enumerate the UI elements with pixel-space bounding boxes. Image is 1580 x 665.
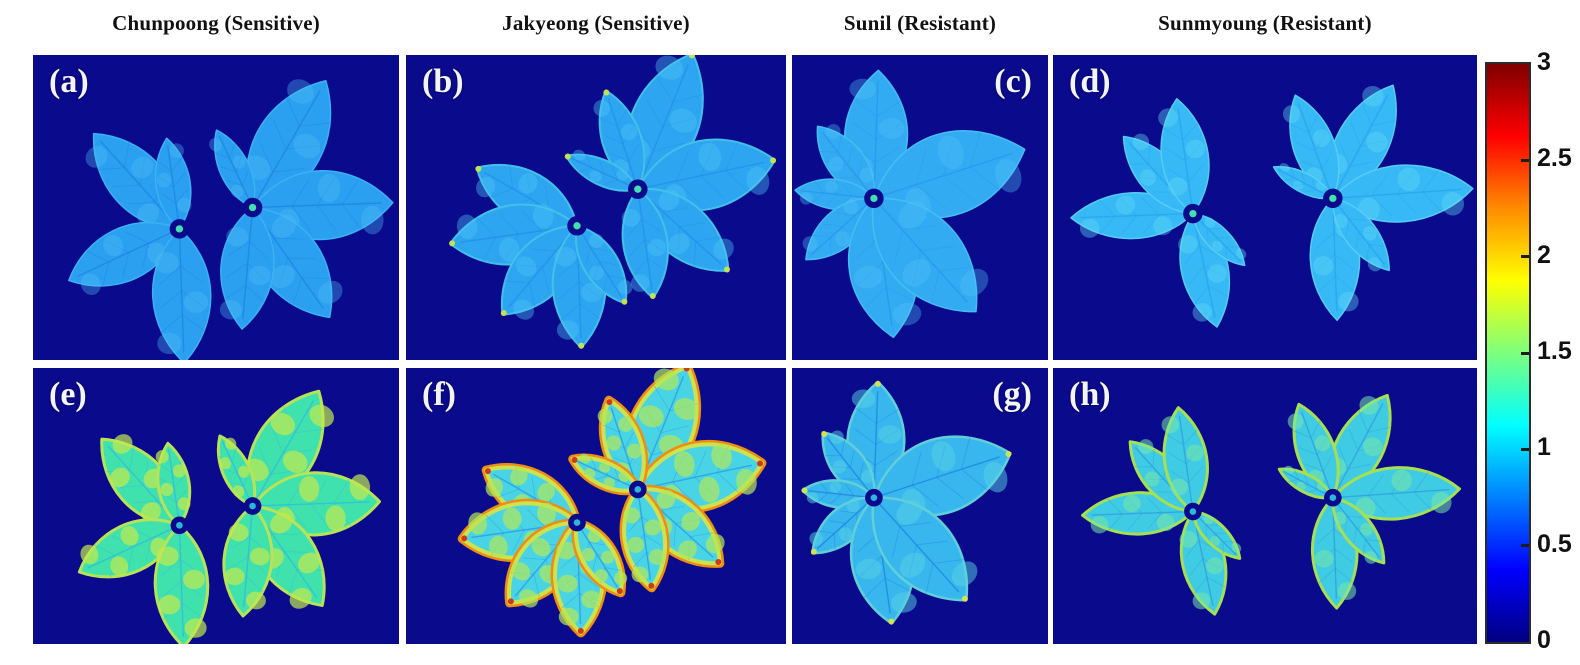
leaflet [571,518,628,598]
leaf-heatmap-c [794,69,1026,339]
panel-c: (c) [792,55,1048,360]
leaflet [243,79,332,209]
colorbar-tick [1521,351,1529,355]
leaf-heatmap-g [801,380,1012,625]
plant-cluster [457,462,628,638]
panel-label-a: (a) [49,63,89,100]
leaflet [1191,510,1242,560]
panel-f: (f) [406,368,786,644]
leaflet [1331,466,1461,521]
plant-cluster [1277,393,1461,610]
panel-label-h: (h) [1069,376,1111,413]
plant-cluster [449,163,633,349]
leaf-heatmap-h [1081,393,1461,616]
plant-cluster [77,434,210,644]
leaflet [222,504,274,618]
leaflet [1161,406,1209,514]
leaf-heatmap-e [77,389,381,644]
plant-cluster [1081,406,1242,616]
panel-e: (e) [33,368,399,644]
leaf-heatmap-d [1070,84,1474,328]
leaf-heatmap-b [449,55,777,349]
column-title-chunpoong: Chunpoong (Sensitive) [112,11,320,35]
leaflet [568,453,643,496]
plant-cluster [216,389,381,618]
colorbar-tick-label-3: 3 [1537,48,1551,76]
leaflet [1192,212,1247,267]
leaflet [621,188,669,299]
plant-cluster [1272,84,1474,322]
colorbar-tick-label-1_5: 1.5 [1537,337,1572,365]
leaflet [871,496,978,602]
leaflet [155,441,192,527]
leaflet [153,523,210,644]
leaflet [1332,197,1390,272]
leaflet [154,137,192,230]
leaflet [619,484,670,593]
plant-cluster [568,368,767,593]
panel-d: (d) [1053,55,1477,360]
panel-label-f: (f) [422,376,456,413]
plant-cluster [794,69,1026,339]
leaflet [574,224,633,305]
leaflet [151,228,212,360]
plant-cluster [564,55,777,299]
panel-label-d: (d) [1069,63,1111,100]
column-title-jakyeong: Jakyeong (Sensitive) [502,11,690,35]
leaflet [1277,465,1335,500]
leaflet [85,132,181,230]
leaf-heatmap-a [68,79,394,360]
colorbar-tick-label-1: 1 [1537,433,1551,462]
colorbar-tick-label-0: 0 [1537,626,1551,654]
colorbar-tick-label-0_5: 0.5 [1537,529,1572,558]
panel-label-c: (c) [994,63,1032,100]
colorbar-tick-label-2: 2 [1537,240,1551,269]
plant-cluster [209,79,394,330]
panel-a: (a) [33,55,399,360]
leaflet [219,206,275,330]
panel-g: (g) [792,368,1048,644]
panel-label-b: (b) [422,63,464,100]
panel-label-g: (g) [992,376,1032,413]
leaflet [636,187,734,273]
leaf-heatmap-f [457,368,767,638]
panel-label-e: (e) [49,376,87,413]
panel-b: (b) [406,55,786,360]
plant-cluster [68,132,212,360]
colorbar-tick [1521,447,1529,451]
leaflet [77,518,181,579]
leaflet [871,197,989,313]
column-title-sunmyoung: Sunmyoung (Resistant) [1158,11,1372,35]
colorbar-tick [1521,544,1529,548]
colorbar-tick-label-2_5: 2.5 [1537,144,1572,173]
leaflet [1272,163,1334,200]
leaflet [816,124,876,200]
plant-cluster [1070,98,1247,328]
colorbar [1485,62,1531,644]
panel-h: (h) [1053,368,1477,644]
leaflet [1332,164,1474,223]
leaflet [209,129,256,209]
colorbar-tick [1521,255,1529,259]
plant-cluster [801,380,1012,625]
colorbar-tick [1521,158,1529,162]
leaflet [216,434,257,508]
leaflet [1331,496,1386,565]
column-title-sunil: Sunil (Resistant) [843,11,997,35]
leaflet [564,149,639,192]
leaflet [1158,98,1210,215]
